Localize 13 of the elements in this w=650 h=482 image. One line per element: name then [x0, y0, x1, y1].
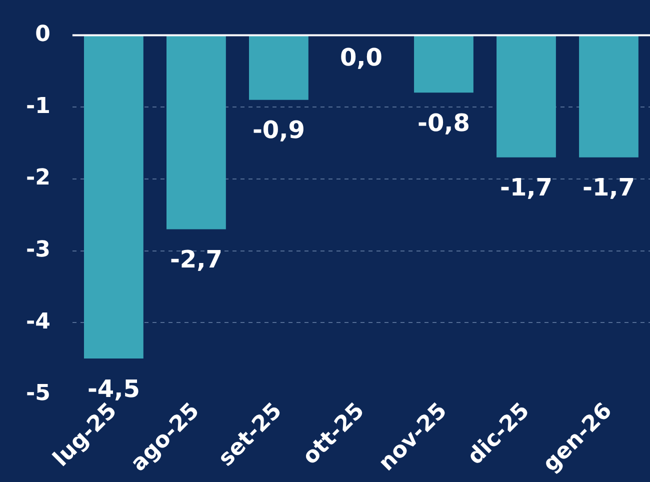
data-label: -4,5	[87, 374, 140, 403]
y-tick-label: 0	[35, 22, 50, 47]
data-label: -1,7	[582, 174, 635, 202]
y-tick-label: -3	[26, 237, 50, 262]
data-label: 0,0	[340, 43, 382, 72]
data-label: -0,9	[252, 116, 305, 144]
data-label: -0,8	[417, 108, 470, 137]
y-tick-label: -4	[26, 309, 50, 334]
y-tick-label: -1	[26, 94, 50, 119]
data-label: -1,7	[500, 174, 552, 202]
y-tick-label: -2	[26, 166, 50, 191]
y-tick-label: -5	[26, 381, 50, 406]
data-label: -2,7	[170, 245, 222, 274]
